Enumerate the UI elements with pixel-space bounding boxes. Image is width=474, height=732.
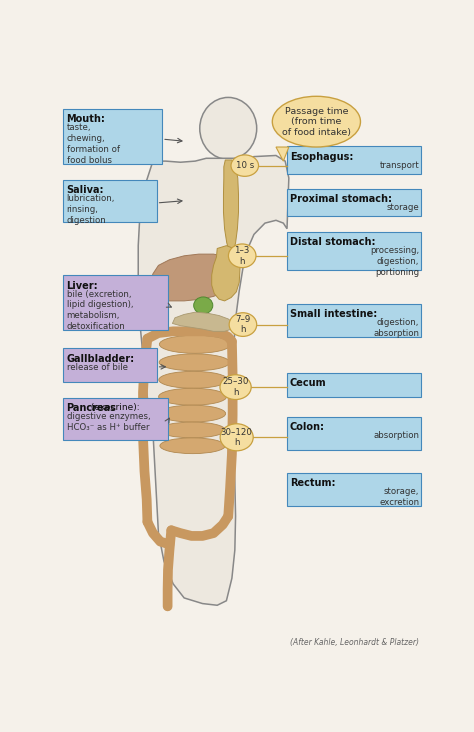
Text: Gallbladder:: Gallbladder: (66, 354, 135, 364)
Text: (After Kahle, Leonhardt & Platzer): (After Kahle, Leonhardt & Platzer) (290, 638, 419, 647)
Text: transport: transport (380, 160, 419, 170)
Text: (exocrine):: (exocrine): (88, 403, 139, 412)
Ellipse shape (231, 155, 258, 176)
Ellipse shape (159, 422, 225, 438)
Ellipse shape (272, 97, 360, 147)
FancyBboxPatch shape (287, 373, 421, 397)
Polygon shape (138, 155, 289, 605)
Text: 1–3
h: 1–3 h (235, 246, 250, 266)
Polygon shape (150, 254, 235, 301)
Ellipse shape (159, 371, 228, 388)
Text: Colon:: Colon: (290, 422, 325, 432)
Text: Mouth:: Mouth: (66, 114, 106, 124)
FancyBboxPatch shape (287, 232, 421, 270)
Text: digestion,
absorption: digestion, absorption (373, 318, 419, 338)
Polygon shape (223, 160, 238, 250)
Ellipse shape (220, 375, 251, 400)
FancyBboxPatch shape (63, 108, 162, 164)
Text: Proximal stomach:: Proximal stomach: (290, 195, 392, 204)
Text: lubrication,
rinsing,
digestion: lubrication, rinsing, digestion (66, 195, 115, 225)
Ellipse shape (159, 335, 231, 354)
FancyBboxPatch shape (63, 180, 156, 222)
Text: Cecum: Cecum (290, 378, 327, 388)
Text: Small intestine:: Small intestine: (290, 310, 377, 319)
FancyBboxPatch shape (63, 275, 168, 330)
Polygon shape (173, 312, 234, 332)
Text: 25–30
h: 25–30 h (222, 378, 249, 397)
Text: Distal stomach:: Distal stomach: (290, 237, 375, 247)
Text: Saliva:: Saliva: (66, 185, 104, 195)
Text: 10 s: 10 s (236, 161, 254, 170)
Ellipse shape (160, 438, 225, 454)
Ellipse shape (220, 424, 253, 451)
Text: Esophagus:: Esophagus: (290, 152, 353, 162)
Ellipse shape (229, 313, 257, 337)
Text: bile (excretion,
lipid digestion),
metabolism,
detoxification: bile (excretion, lipid digestion), metab… (66, 290, 133, 331)
FancyBboxPatch shape (287, 190, 421, 217)
Polygon shape (212, 246, 240, 301)
Text: Liver:: Liver: (66, 280, 98, 291)
FancyBboxPatch shape (287, 417, 421, 449)
Text: Rectum:: Rectum: (290, 479, 336, 488)
Ellipse shape (159, 354, 230, 371)
Text: 7–9
h: 7–9 h (235, 315, 251, 335)
Text: Passage time
(from time
of food intake): Passage time (from time of food intake) (282, 107, 351, 137)
FancyBboxPatch shape (63, 348, 156, 382)
Text: taste,
chewing,
formation of
food bolus: taste, chewing, formation of food bolus (66, 124, 119, 165)
Text: storage,
excretion: storage, excretion (379, 488, 419, 507)
Text: processing,
digestion,
portioning: processing, digestion, portioning (370, 246, 419, 277)
Text: Pancreas: Pancreas (66, 403, 117, 414)
Ellipse shape (194, 297, 213, 314)
Text: digestive enzymes,
HCO₃⁻ as H⁺ buffer: digestive enzymes, HCO₃⁻ as H⁺ buffer (66, 413, 150, 433)
Text: release of bile: release of bile (66, 363, 128, 372)
FancyBboxPatch shape (63, 398, 168, 440)
Text: absorption: absorption (373, 431, 419, 440)
FancyBboxPatch shape (287, 474, 421, 506)
Ellipse shape (159, 388, 227, 406)
Ellipse shape (228, 244, 256, 268)
Polygon shape (276, 147, 289, 161)
Ellipse shape (159, 406, 226, 422)
FancyBboxPatch shape (287, 146, 421, 173)
Text: 30–120
h: 30–120 h (221, 427, 253, 447)
Ellipse shape (200, 97, 257, 160)
FancyBboxPatch shape (287, 305, 421, 337)
Text: storage: storage (386, 203, 419, 212)
